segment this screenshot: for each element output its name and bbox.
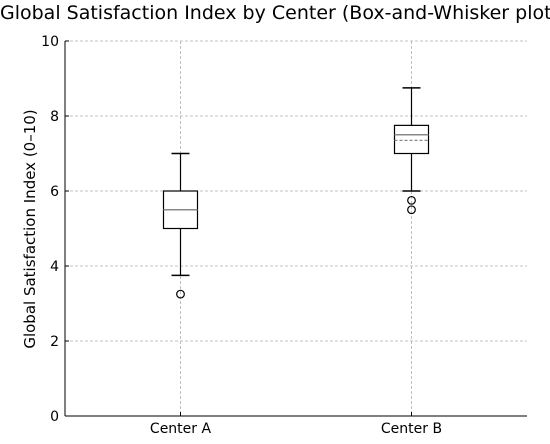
chart-title: Global Satisfaction Index by Center (Box… bbox=[0, 2, 550, 24]
outlier-point bbox=[407, 195, 416, 205]
y-tick-label: 4 bbox=[50, 259, 59, 275]
y-tick-label: 8 bbox=[50, 109, 59, 125]
x-tick-label: Center A bbox=[150, 421, 212, 437]
x-tick-label: Center B bbox=[381, 421, 442, 437]
box-2 bbox=[393, 87, 430, 215]
iqr-box bbox=[393, 124, 430, 155]
y-tick-label: 10 bbox=[41, 34, 59, 50]
y-tick-label: 0 bbox=[50, 409, 59, 425]
y-tick-label: 2 bbox=[50, 334, 59, 350]
outlier-point bbox=[407, 205, 416, 215]
grid bbox=[65, 40, 527, 416]
box-1 bbox=[162, 152, 199, 299]
boxes bbox=[162, 87, 430, 299]
outlier-point bbox=[176, 289, 185, 299]
y-axis-label: Global Satisfaction Index (0–10) bbox=[21, 109, 39, 348]
y-tick-label: 6 bbox=[50, 184, 59, 200]
axes: 0 2 4 6 8 10 Center A Center B bbox=[41, 34, 527, 437]
